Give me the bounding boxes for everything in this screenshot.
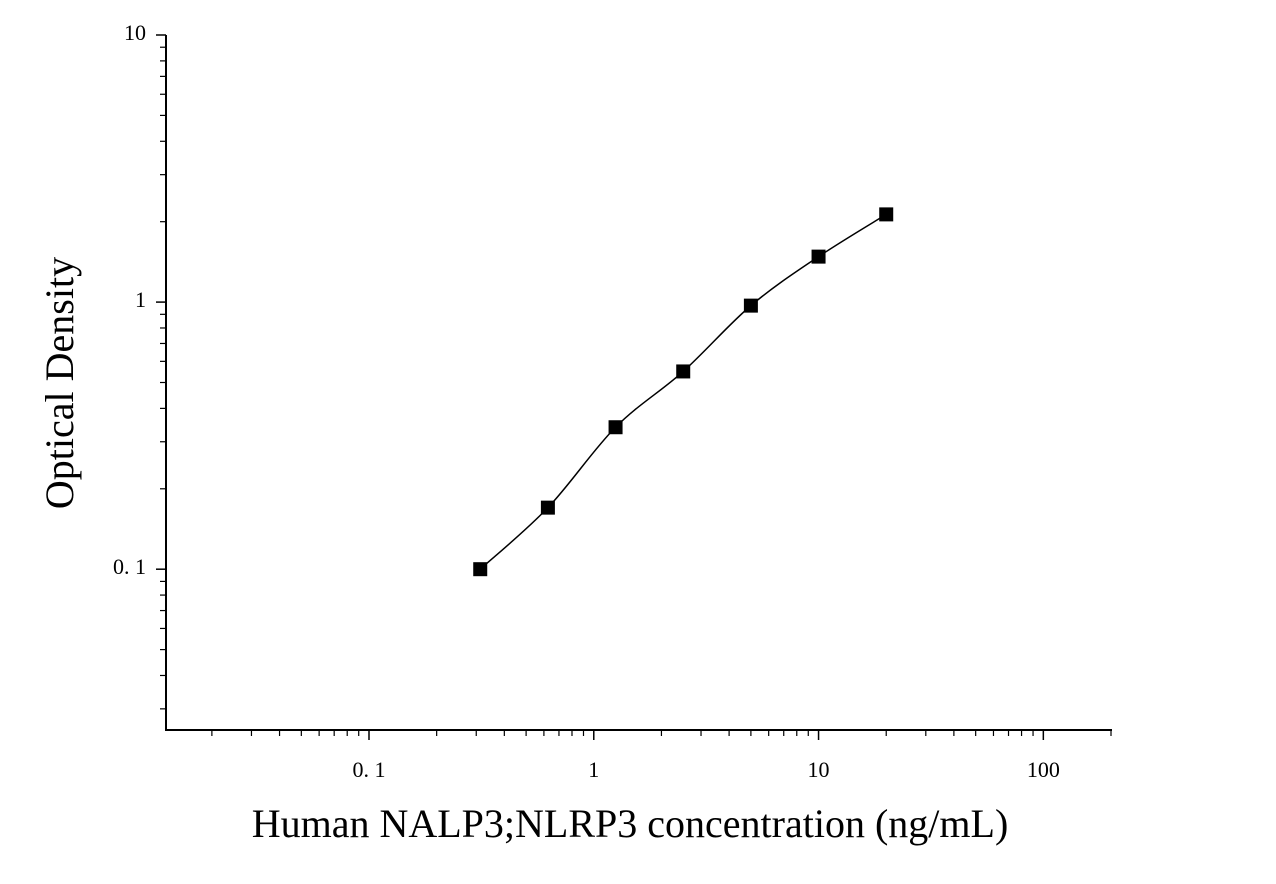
data-point	[676, 364, 691, 379]
y-tick-label: 1	[135, 287, 146, 312]
x-tick-label: 0. 1	[352, 757, 385, 782]
data-point	[473, 562, 488, 577]
data-point	[540, 500, 555, 515]
x-tick-label: 1	[588, 757, 599, 782]
data-point	[811, 249, 826, 264]
data-point	[879, 207, 894, 222]
y-axis-title: Optical Density	[37, 257, 82, 509]
x-axis-title: Human NALP3;NLRP3 concentration (ng/mL)	[252, 801, 1009, 846]
x-tick-label: 100	[1027, 757, 1060, 782]
y-tick-label: 0. 1	[113, 554, 146, 579]
y-tick-label: 10	[124, 20, 146, 45]
data-point	[608, 420, 623, 435]
x-tick-label: 10	[808, 757, 830, 782]
data-point	[743, 298, 758, 313]
fit-curve	[479, 213, 887, 570]
